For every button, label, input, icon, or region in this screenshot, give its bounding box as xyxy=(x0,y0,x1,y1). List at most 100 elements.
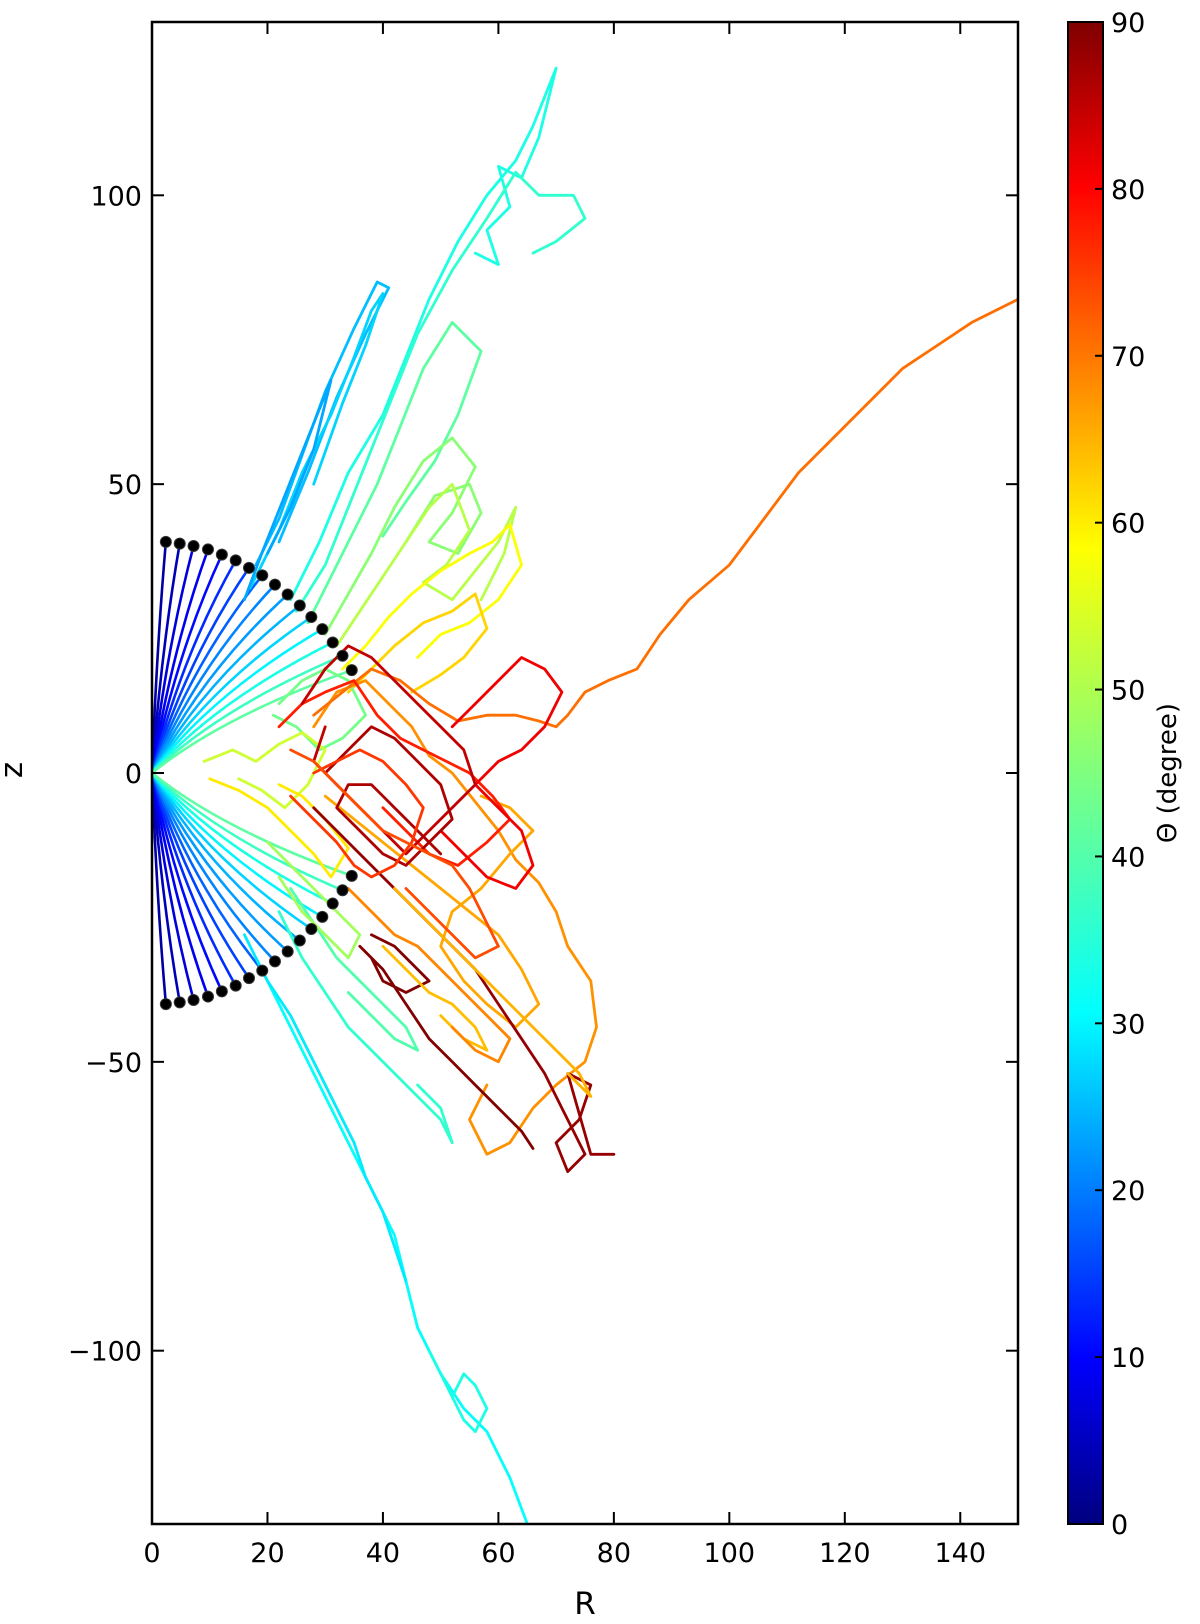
launch-point-upper-11 xyxy=(305,611,318,624)
trajectory-29 xyxy=(289,887,420,1052)
field-line-upper-6 xyxy=(152,567,251,774)
field-line-lower-11 xyxy=(152,772,313,931)
trajectory-8 xyxy=(341,523,523,671)
launch-point-upper-14 xyxy=(336,649,349,662)
y-axis-label: z xyxy=(0,762,30,778)
field-line-lower-1 xyxy=(152,772,181,1003)
colorbar-tick-label-4: 40 xyxy=(1111,842,1145,873)
trajectory-20 xyxy=(323,725,454,867)
trajectory-23 xyxy=(289,748,500,960)
launch-point-upper-3 xyxy=(202,543,215,556)
field-line-lower-6 xyxy=(152,772,251,979)
launch-point-lower-11 xyxy=(305,922,318,935)
trajectory-13 xyxy=(312,679,598,1156)
trajectory-11 xyxy=(202,731,327,810)
field-line-lower-8 xyxy=(152,772,276,963)
field-line-upper-8 xyxy=(152,583,276,774)
trajectory-32 xyxy=(346,887,512,1064)
launch-point-lower-15 xyxy=(345,869,358,882)
trajectory-22 xyxy=(289,748,425,879)
launch-point-upper-7 xyxy=(256,569,269,582)
field-line-upper-10 xyxy=(152,604,301,774)
trajectory-26 xyxy=(427,1349,489,1433)
launch-point-upper-13 xyxy=(326,636,339,649)
x-tick-label-7: 140 xyxy=(934,1538,986,1569)
x-tick-label-3: 60 xyxy=(481,1538,515,1569)
x-tick-label-6: 120 xyxy=(819,1538,871,1569)
launch-point-lower-1 xyxy=(173,996,186,1009)
launch-point-lower-6 xyxy=(242,972,255,985)
trajectory-2 xyxy=(242,378,333,602)
field-line-lower-10 xyxy=(152,772,301,942)
trajectory-5 xyxy=(306,320,483,625)
field-line-lower-5 xyxy=(152,772,237,987)
x-tick-label-2: 40 xyxy=(366,1538,400,1569)
y-tick-label-2: 0 xyxy=(125,759,142,790)
colorbar-ticks: 0 10 20 30 40 50 60 70 80 90 xyxy=(1095,8,1145,1541)
field-line-upper-14 xyxy=(152,654,344,774)
launch-point-upper-6 xyxy=(242,561,255,574)
launch-point-lower-7 xyxy=(256,964,269,977)
launch-point-upper-15 xyxy=(345,664,358,677)
launch-point-upper-8 xyxy=(268,578,281,591)
launch-point-lower-3 xyxy=(202,990,215,1003)
field-line-lower-9 xyxy=(152,772,289,953)
y-tick-label-3: 50 xyxy=(108,470,142,501)
colorbar-tick-label-8: 80 xyxy=(1111,175,1145,206)
x-tick-label-1: 20 xyxy=(250,1538,284,1569)
colorbar-tick-label-5: 50 xyxy=(1111,676,1145,707)
field-line-upper-3 xyxy=(152,548,210,774)
y-tick-label-0: −100 xyxy=(68,1337,142,1368)
launch-point-upper-9 xyxy=(281,588,294,601)
y-tick-label-1: −50 xyxy=(85,1048,142,1079)
field-line-upper-9 xyxy=(152,593,289,774)
trajectory-25 xyxy=(254,956,529,1524)
trajectory-19 xyxy=(312,806,616,1173)
x-tick-label-4: 80 xyxy=(597,1538,631,1569)
launch-point-lower-0 xyxy=(159,998,172,1011)
trajectory-1 xyxy=(248,292,385,590)
trajectory-15 xyxy=(312,297,1018,729)
field-line-upper-1 xyxy=(152,543,181,774)
field-line-upper-15 xyxy=(152,668,353,775)
colorbar-tick-label-1: 10 xyxy=(1111,1343,1145,1374)
field-line-lower-7 xyxy=(152,772,264,972)
field-line-lower-13 xyxy=(152,772,334,905)
trajectory-28 xyxy=(277,910,454,1145)
launch-point-lower-4 xyxy=(215,985,228,998)
trajectory-24 xyxy=(393,887,593,1098)
launch-point-upper-10 xyxy=(293,599,306,612)
trajectory-7 xyxy=(335,482,518,648)
launch-point-lower-10 xyxy=(293,934,306,947)
launch-point-upper-2 xyxy=(187,539,200,552)
launch-point-lower-14 xyxy=(336,884,349,897)
launch-point-lower-12 xyxy=(316,910,329,923)
colorbar-label: Θ (degree) xyxy=(1153,703,1183,843)
launch-point-lower-5 xyxy=(229,979,242,992)
trajectory-4 xyxy=(294,170,587,613)
trajectory-17 xyxy=(439,656,564,890)
field-line-lower-4 xyxy=(152,772,224,992)
plot-lines xyxy=(152,66,1018,1524)
colorbar xyxy=(1067,21,1104,1525)
trajectory-30 xyxy=(266,840,362,960)
y-axis-ticks: −100 −50 0 50 100 xyxy=(68,181,1018,1368)
colorbar-tick-label-9: 90 xyxy=(1111,8,1145,39)
field-line-upper-5 xyxy=(152,559,237,774)
trajectory-6 xyxy=(323,436,483,636)
launch-point-lower-8 xyxy=(268,955,281,968)
colorbar-tick-label-0: 0 xyxy=(1111,1510,1128,1541)
field-line-upper-4 xyxy=(152,554,224,774)
launch-point-upper-0 xyxy=(159,535,172,548)
field-line-lower-3 xyxy=(152,772,210,998)
launch-point-upper-4 xyxy=(215,548,228,561)
launch-point-upper-12 xyxy=(316,623,329,636)
trajectory-21 xyxy=(358,933,535,1150)
launch-points xyxy=(159,535,358,1011)
x-axis-ticks: 0 20 40 60 80 100 120 140 xyxy=(143,22,986,1569)
colorbar-tick-label-2: 20 xyxy=(1111,1176,1145,1207)
field-line-lower-2 xyxy=(152,772,195,1001)
colorbar-tick-label-3: 30 xyxy=(1111,1009,1145,1040)
launch-point-lower-2 xyxy=(187,994,200,1007)
